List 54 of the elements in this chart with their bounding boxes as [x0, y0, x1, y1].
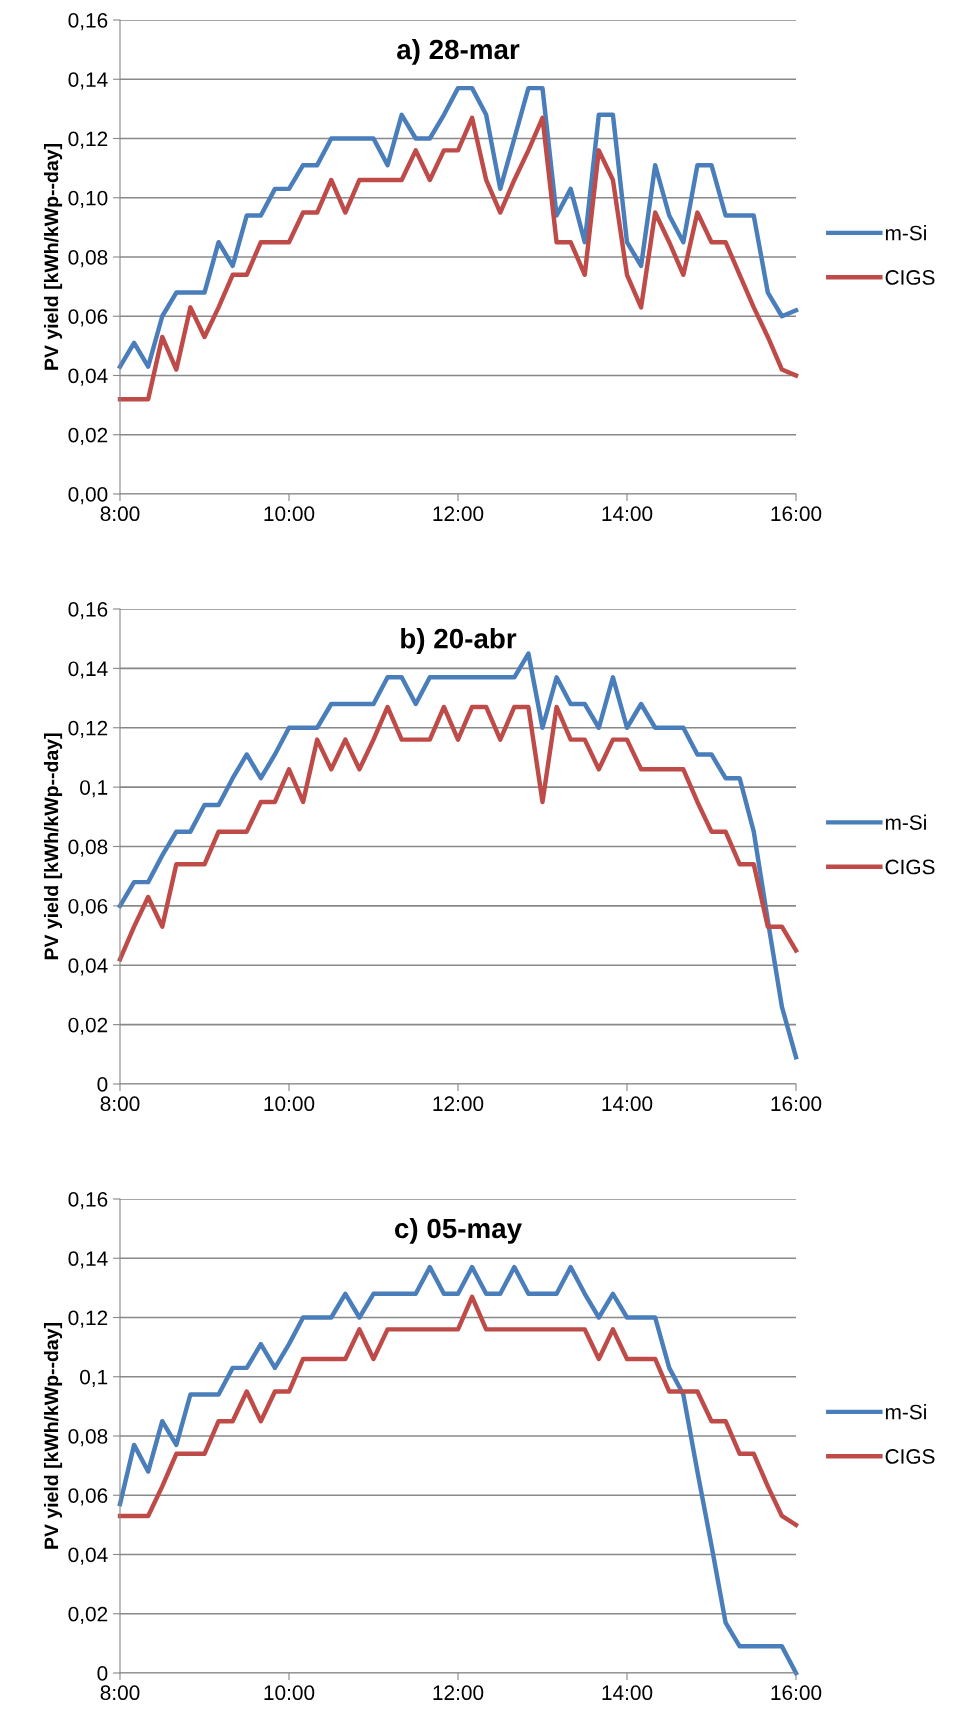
- x-tick-label: 10:00: [264, 1685, 315, 1701]
- y-tick-label: 0,12: [68, 1310, 108, 1328]
- x-tick-label: 16:00: [771, 1685, 822, 1701]
- legend-label: m-Si: [885, 225, 926, 241]
- x-tick-label: 8:00: [100, 1096, 140, 1112]
- legend-label: m-Si: [885, 814, 926, 830]
- x-tick-label: 10:00: [264, 1096, 315, 1112]
- y-tick-label: 0,16: [68, 13, 108, 31]
- x-tick-label: 12:00: [433, 1685, 484, 1701]
- y-axis-title: PV yield [kWh/kWp--day]: [43, 144, 63, 370]
- y-tick-label: 0,06: [68, 1488, 108, 1506]
- y-tick-label: 0: [97, 1077, 108, 1092]
- legend-label: CIGS: [885, 859, 935, 875]
- y-tick-label: 0,04: [68, 368, 108, 386]
- y-tick-label: 0,14: [68, 72, 108, 90]
- y-tick-label: 0,10: [68, 190, 108, 208]
- y-tick-label: 0,16: [68, 602, 108, 620]
- y-tick-label: 0,08: [68, 839, 108, 857]
- x-tick-label: 14:00: [602, 506, 653, 522]
- x-tick-label: 8:00: [100, 1685, 140, 1701]
- y-tick-label: 0: [97, 1666, 108, 1681]
- y-tick-label: 0,04: [68, 1547, 108, 1565]
- x-tick-label: 8:00: [100, 506, 140, 522]
- x-tick-label: 14:00: [602, 1685, 653, 1701]
- y-tick-label: 0,00: [68, 487, 108, 505]
- y-tick-label: 0,08: [68, 1429, 108, 1447]
- y-tick-label: 0,02: [68, 427, 108, 445]
- x-tick-label: 10:00: [264, 506, 315, 522]
- text: c) 05-may: [395, 1217, 522, 1244]
- legend-label: m-Si: [885, 1404, 926, 1420]
- y-axis-title: PV yield [kWh/kWp--day]: [43, 1323, 63, 1549]
- y-tick-label: 0,04: [68, 958, 108, 976]
- x-tick-label: 12:00: [433, 506, 484, 522]
- text: b) 20-abr: [401, 628, 517, 654]
- y-tick-label: 0,16: [68, 1192, 108, 1210]
- x-tick-label: 16:00: [771, 1096, 822, 1112]
- y-tick-label: 0,06: [68, 898, 108, 917]
- y-tick-label: 0,12: [68, 131, 108, 149]
- x-tick-label: 12:00: [433, 1096, 484, 1112]
- y-tick-label: 0,1: [80, 780, 108, 798]
- text: a) 28-mar: [397, 38, 520, 65]
- legend-label: CIGS: [885, 1449, 935, 1464]
- y-tick-label: 0,02: [68, 1606, 108, 1624]
- y-tick-label: 0,08: [68, 250, 108, 268]
- y-tick-label: 0,14: [68, 661, 108, 679]
- y-tick-label: 0,12: [68, 720, 108, 738]
- y-tick-label: 0,14: [68, 1251, 108, 1269]
- y-axis-title: PV yield [kWh/kWp--day]: [43, 733, 63, 960]
- y-tick-label: 0,1: [80, 1369, 108, 1387]
- y-tick-label: 0,06: [68, 309, 108, 327]
- y-tick-label: 0,02: [68, 1017, 108, 1035]
- legend-label: CIGS: [885, 270, 935, 285]
- x-tick-label: 14:00: [602, 1096, 653, 1112]
- x-tick-label: 16:00: [771, 506, 822, 522]
